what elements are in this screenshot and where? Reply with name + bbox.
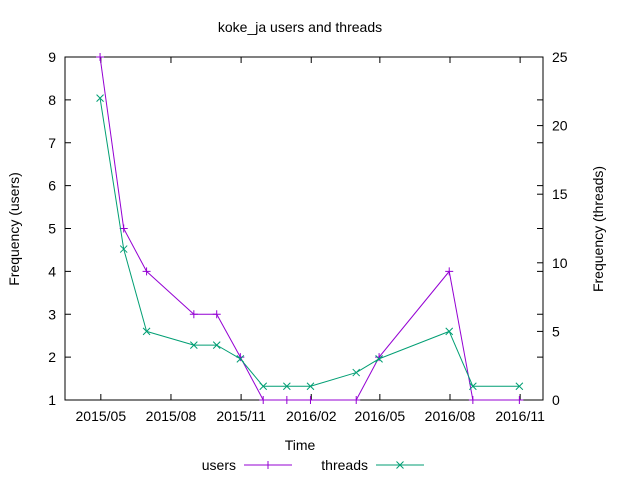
y-right-tick-label: 10 <box>552 255 568 271</box>
y-left-tick-label: 3 <box>48 306 56 322</box>
y-axis-right-label: Frequency (threads) <box>590 166 606 292</box>
series-users-segment <box>448 271 474 401</box>
series-threads-segment <box>310 372 357 387</box>
series-users-segment <box>99 56 125 229</box>
series-users-point <box>306 396 315 404</box>
x-tick-label: 2015/08 <box>146 408 197 424</box>
series-threads-point <box>352 368 361 377</box>
chart-title: koke_ja users and threads <box>218 19 382 35</box>
y-right-tick-label: 25 <box>552 49 568 65</box>
series-threads-point <box>236 354 245 363</box>
series-users-point <box>212 310 221 319</box>
series-users-point <box>282 396 291 404</box>
y-left-tick-label: 9 <box>48 49 56 65</box>
series-users-point <box>375 353 384 362</box>
series-users-point <box>468 396 477 404</box>
x-axis-label: Time <box>285 437 316 453</box>
series-threads-point <box>259 382 268 391</box>
series-users-point <box>119 224 128 233</box>
series-threads-segment <box>378 330 450 360</box>
series-threads-point <box>469 382 477 391</box>
series-users-point <box>259 396 268 404</box>
y-axis-right: 0 5 10 15 20 25 <box>537 49 568 408</box>
legend-marker-users <box>264 461 272 469</box>
y-axis-left-label: Frequency (users) <box>6 172 22 286</box>
series-threads-segment <box>123 248 148 332</box>
series-threads-point <box>515 382 524 391</box>
y-right-tick-label: 0 <box>552 392 560 408</box>
y-axis-left: 1 2 3 4 5 6 7 8 9 <box>48 49 543 408</box>
series-users-point <box>142 267 151 276</box>
plot-frame <box>64 56 544 401</box>
legend: users threads <box>202 457 424 473</box>
series-threads-point <box>306 382 315 391</box>
series-threads-segment <box>355 358 380 373</box>
series-threads-point <box>189 341 198 349</box>
series-users-point <box>189 310 198 319</box>
x-tick-label: 2015/05 <box>76 408 127 424</box>
x-tick-label: 2016/05 <box>355 408 406 424</box>
y-left-tick-label: 4 <box>48 263 56 279</box>
series-users-point <box>96 53 105 61</box>
x-tick-label: 2016/08 <box>425 408 476 424</box>
series-threads-point <box>445 327 454 336</box>
series-users-segment <box>146 271 195 315</box>
series-threads-point <box>119 245 128 253</box>
series-threads-point <box>375 354 383 363</box>
x-tick-label: 2015/11 <box>216 408 266 424</box>
series-threads-segment <box>99 98 125 250</box>
y-right-tick-label: 20 <box>552 118 568 134</box>
series-users-point <box>515 396 524 404</box>
series-threads <box>96 94 524 391</box>
x-axis: 2015/05 2015/08 2015/11 2016/02 2016/05 2016/… <box>76 57 545 424</box>
series-users-segment <box>123 228 148 272</box>
y-right-tick-label: 15 <box>552 186 568 202</box>
series-threads-segment <box>216 344 241 360</box>
series-threads-point <box>142 327 151 336</box>
series-users-segment <box>378 271 450 358</box>
series-threads-segment <box>146 330 194 346</box>
y-left-tick-label: 1 <box>48 392 56 408</box>
y-left-tick-label: 5 <box>48 221 56 237</box>
series-users <box>96 53 524 404</box>
series-threads-point <box>96 94 104 103</box>
series-users-segment <box>355 356 380 401</box>
legend-label-threads: threads <box>321 457 368 473</box>
series-threads-segment <box>448 331 474 387</box>
series-threads-point <box>282 382 291 391</box>
series-threads-point <box>212 341 221 349</box>
y-left-tick-label: 7 <box>48 135 56 151</box>
series-users-point <box>445 267 454 276</box>
series-users-segment <box>239 356 264 401</box>
x-tick-label: 2016/11 <box>495 408 545 424</box>
series-layer <box>96 53 524 404</box>
series-users-point <box>352 396 361 404</box>
y-left-tick-label: 8 <box>48 92 56 108</box>
series-users-segment <box>216 314 241 358</box>
y-left-tick-label: 6 <box>48 178 56 194</box>
y-right-tick-label: 5 <box>552 323 560 339</box>
x-tick-label: 2016/02 <box>286 408 337 424</box>
y-left-tick-label: 2 <box>48 349 56 365</box>
series-threads-segment <box>239 358 264 387</box>
legend-label-users: users <box>202 457 236 473</box>
legend-marker-threads <box>396 461 404 469</box>
